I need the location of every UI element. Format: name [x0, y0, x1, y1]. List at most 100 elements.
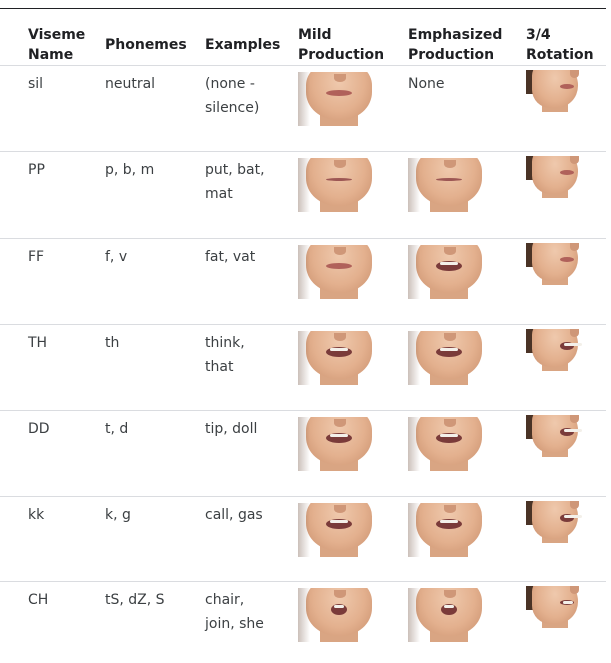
mild-production-face-image — [298, 588, 380, 642]
shadow-shape — [408, 417, 420, 471]
table-row: PP p, b, m put, bat, mat — [0, 151, 606, 239]
mouth-shape — [436, 178, 462, 181]
table-row: DD t, d tip, doll — [0, 410, 606, 497]
mouth-shape — [436, 261, 462, 271]
emphasized-production: None — [408, 66, 526, 152]
rotation-cell — [526, 152, 606, 239]
viseme-name-text: sil — [28, 76, 44, 92]
rotation-cell — [526, 582, 606, 659]
nose-shape — [570, 501, 579, 509]
shadow-shape — [408, 331, 420, 385]
header-mild-production: Mild Production — [298, 9, 408, 66]
viseme-name-text: FF — [28, 249, 45, 265]
teeth-shape — [564, 343, 582, 346]
phonemes: f, v — [105, 239, 205, 325]
mouth-shape — [326, 263, 352, 269]
viseme-name: PP — [0, 152, 105, 239]
teeth-shape — [330, 434, 348, 437]
nose-shape — [444, 590, 456, 598]
rotation-face-image — [526, 329, 582, 371]
mild-production-face-image — [298, 72, 380, 126]
mouth-shape — [560, 342, 582, 350]
rotation-face-image — [526, 501, 582, 543]
nose-shape — [570, 243, 579, 251]
viseme-name: CH — [0, 582, 105, 659]
mild-production-face-image — [298, 417, 380, 471]
examples-text: think, — [205, 335, 245, 351]
table-row: kk k, g call, gas — [0, 496, 606, 582]
header-emph-line2: Production — [408, 47, 495, 63]
viseme-table: Viseme Name Phonemes Examples Mild Produ… — [0, 8, 606, 659]
header-examples-label: Examples — [205, 37, 281, 53]
nose-shape — [334, 247, 346, 255]
teeth-shape — [440, 520, 458, 523]
mouth-shape — [560, 428, 582, 436]
table-row: FF f, v fat, vat — [0, 238, 606, 325]
viseme-name: sil — [0, 66, 105, 152]
rotation-face-image — [526, 586, 582, 628]
phonemes: t, d — [105, 411, 205, 497]
shadow-shape — [408, 245, 420, 299]
mouth-shape — [560, 84, 574, 89]
examples-text: chair, — [205, 592, 245, 608]
nose-shape — [570, 156, 579, 164]
examples: call, gas — [205, 497, 298, 582]
mild-production-cell — [298, 66, 408, 152]
shadow-shape — [298, 158, 310, 212]
nose-shape — [334, 505, 346, 513]
nose-shape — [334, 333, 346, 341]
emphasized-production-cell — [408, 497, 526, 582]
examples-text: tip, doll — [205, 421, 258, 437]
examples: fat, vat — [205, 239, 298, 325]
nose-shape — [570, 70, 579, 78]
rotation-cell — [526, 325, 606, 411]
mouth-shape — [326, 433, 352, 443]
mild-production-cell — [298, 325, 408, 411]
header-rot-line2: Rotation — [526, 47, 594, 63]
shadow-shape — [408, 158, 420, 212]
mouth-shape — [436, 519, 462, 529]
rotation-face-image — [526, 243, 582, 285]
phonemes-text: k, g — [105, 507, 131, 523]
viseme-name-text: DD — [28, 421, 50, 437]
examples-text: (none - — [205, 76, 255, 92]
examples-text: join, she — [205, 616, 264, 632]
phonemes-text: f, v — [105, 249, 128, 265]
phonemes-text: p, b, m — [105, 162, 155, 178]
mouth-shape — [441, 604, 457, 615]
emphasized-production-face-image — [408, 503, 490, 557]
header-emph-line1: Emphasized — [408, 27, 503, 43]
phonemes: neutral — [105, 66, 205, 152]
mild-production-face-image — [298, 331, 380, 385]
nose-shape — [444, 419, 456, 427]
nose-shape — [570, 586, 579, 594]
header-viseme-name-line2: Name — [28, 47, 74, 63]
viseme-name-text: CH — [28, 592, 49, 608]
shadow-shape — [298, 72, 310, 126]
rotation-face-image — [526, 70, 582, 112]
shadow-shape — [298, 417, 310, 471]
teeth-shape — [440, 434, 458, 437]
mild-production-cell — [298, 239, 408, 325]
examples-text: fat, vat — [205, 249, 256, 265]
mouth-shape — [560, 600, 574, 605]
emphasized-production-text: None — [408, 76, 445, 92]
phonemes: tS, dZ, S — [105, 582, 205, 659]
shadow-shape — [298, 503, 310, 557]
rotation-cell — [526, 411, 606, 497]
mild-production-cell — [298, 411, 408, 497]
nose-shape — [334, 160, 346, 168]
teeth-shape — [444, 605, 454, 608]
header-viseme-name-line1: Viseme — [28, 27, 86, 43]
header-viseme-name: Viseme Name — [0, 9, 105, 66]
mouth-shape — [326, 90, 352, 96]
examples-text: silence) — [205, 100, 260, 116]
mouth-shape — [560, 514, 582, 522]
mouth-shape — [326, 519, 352, 529]
shadow-shape — [298, 245, 310, 299]
mouth-shape — [326, 347, 352, 357]
table-row: TH th think, that — [0, 324, 606, 411]
phonemes: k, g — [105, 497, 205, 582]
mild-production-face-image — [298, 158, 380, 212]
phonemes-text: tS, dZ, S — [105, 592, 165, 608]
